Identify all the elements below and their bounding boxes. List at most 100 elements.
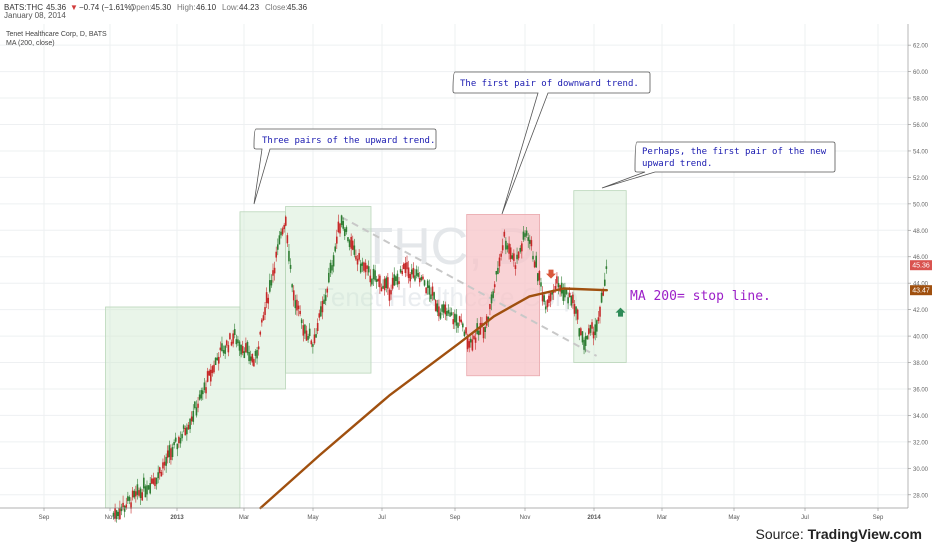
candle-body — [292, 290, 295, 301]
candle-body — [605, 266, 608, 269]
candle-body — [415, 269, 418, 276]
candle-body — [143, 477, 145, 489]
x-tick-label: Mar — [239, 515, 249, 521]
candle-body — [452, 319, 455, 325]
candle-body — [603, 279, 606, 286]
y-tick-label: 54.00 — [913, 149, 929, 155]
candle-body — [347, 237, 349, 242]
x-tick-label: Nov — [105, 515, 116, 521]
candle-body — [524, 233, 526, 237]
candle-body — [592, 331, 595, 339]
candle-body — [173, 442, 175, 446]
candle-body — [433, 292, 435, 300]
candle-body — [138, 490, 140, 496]
candle-body — [269, 280, 271, 292]
candle-body — [332, 255, 335, 267]
candle-body — [160, 472, 163, 477]
candle-body — [538, 271, 541, 281]
candle-body — [122, 502, 124, 508]
candle-body — [484, 326, 486, 333]
down-arrow-icon: ▼ — [70, 3, 78, 12]
candle-body — [465, 327, 467, 334]
candle-body — [361, 262, 364, 266]
y-tick-label: 42.00 — [913, 308, 929, 314]
candle-body — [213, 364, 215, 373]
candle-body — [379, 275, 381, 288]
candle-body — [436, 303, 439, 313]
source-credit: Source: TradingView.com — [755, 526, 922, 542]
candle-body — [600, 292, 603, 303]
candle-body — [343, 228, 346, 236]
candle-body — [395, 276, 397, 282]
candle-body — [503, 231, 506, 237]
time-axis: Sep Nov 2013 Mar May Jul Sep Nov 2014 Mar May Jul Se… — [0, 507, 908, 521]
candle-body — [578, 328, 581, 337]
candle-body — [222, 350, 225, 354]
candle-body — [536, 273, 539, 282]
candle-body — [119, 507, 121, 520]
candle-body — [439, 312, 442, 319]
candle-body — [291, 284, 293, 288]
candle-body — [238, 341, 241, 351]
candle-body — [150, 478, 153, 484]
candle-body — [417, 272, 419, 277]
candle-body — [265, 292, 268, 304]
annotation-text-2: The first pair of downward trend. — [460, 79, 639, 89]
candle-body — [200, 390, 203, 399]
candle-body — [509, 247, 512, 260]
ma-200-line — [259, 287, 608, 510]
last-price-badge: 45.36 — [910, 260, 932, 271]
candle-body — [546, 300, 549, 308]
candle-body — [525, 230, 528, 236]
candle-body — [296, 299, 298, 311]
candle-body — [259, 331, 262, 335]
uptrend-box — [105, 306, 241, 509]
candle-body — [462, 323, 464, 328]
candle-body — [382, 285, 384, 289]
ma-value-badge: 43.47 — [910, 285, 932, 296]
candle-body — [313, 334, 316, 344]
candle-body — [403, 263, 405, 270]
candle-body — [149, 483, 151, 494]
y-tick-label: 32.00 — [913, 440, 929, 446]
candle-body — [144, 486, 147, 498]
candle-body — [273, 267, 276, 274]
candle-body — [147, 485, 150, 490]
legend-title: Tenet Healthcare Corp, D, BATS — [6, 31, 107, 38]
candle-body — [166, 450, 169, 458]
candle-body — [128, 496, 131, 501]
candle-body — [154, 477, 156, 487]
dashed-trend-line — [340, 216, 598, 357]
candle-body — [284, 216, 287, 226]
candle-body — [375, 279, 378, 282]
candle-body — [210, 369, 212, 382]
candle-body — [299, 310, 301, 315]
source-name: TradingView.com — [807, 526, 922, 542]
candle-body — [506, 245, 509, 250]
candle-body — [280, 231, 282, 236]
x-tick-label: 2014 — [587, 515, 601, 521]
candle-body — [557, 283, 560, 288]
x-tick-label: Mar — [657, 515, 667, 521]
ma-200-path — [259, 287, 608, 510]
candle-body — [189, 418, 191, 430]
candle-body — [597, 317, 600, 322]
candle-body — [139, 488, 142, 499]
candle-body — [367, 266, 370, 273]
candle-body — [372, 268, 375, 280]
close-value: 45.36 — [287, 3, 308, 12]
candle-body — [420, 276, 423, 281]
up-arrow-icon — [615, 307, 626, 317]
candle-body — [302, 325, 305, 336]
candle-body — [146, 485, 148, 495]
open-value: 45.30 — [151, 3, 172, 12]
down-arrow-icon — [546, 269, 557, 279]
candle-body — [393, 274, 396, 286]
candle-body — [283, 224, 285, 230]
candle-body — [136, 484, 139, 495]
candle-body — [425, 287, 427, 294]
candle-body — [205, 387, 207, 394]
candle-body — [336, 236, 338, 244]
candle-body — [312, 344, 314, 347]
